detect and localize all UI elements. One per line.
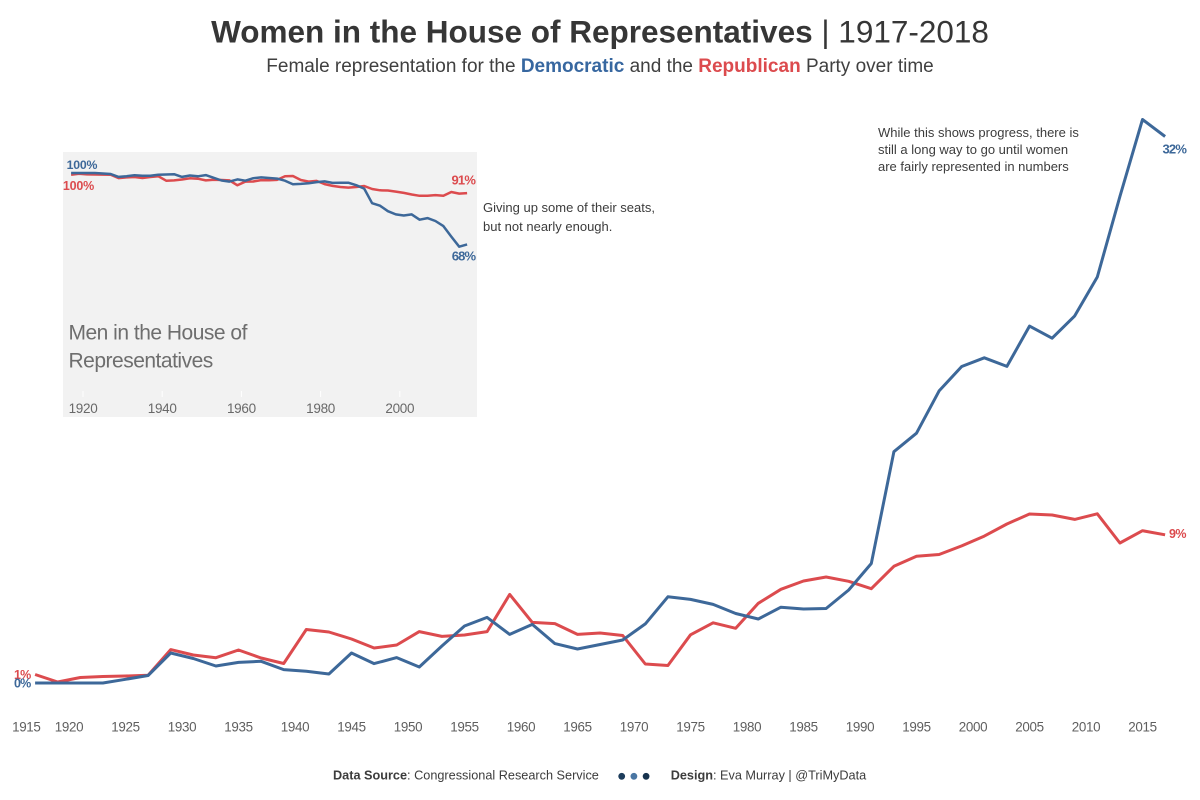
svg-text:2000: 2000 <box>959 719 987 734</box>
svg-text:2010: 2010 <box>1072 719 1100 734</box>
svg-text:but not nearly enough.: but not nearly enough. <box>483 219 612 234</box>
svg-text:68%: 68% <box>452 249 477 264</box>
svg-text:1920: 1920 <box>69 401 98 416</box>
svg-text:100%: 100% <box>63 179 94 193</box>
svg-text:1970: 1970 <box>620 719 648 734</box>
svg-text:2015: 2015 <box>1128 719 1156 734</box>
svg-text:1980: 1980 <box>306 401 335 416</box>
svg-text:1965: 1965 <box>563 719 591 734</box>
svg-text:1%: 1% <box>14 668 31 682</box>
svg-text:1945: 1945 <box>337 719 365 734</box>
svg-text:Men in the House of: Men in the House of <box>69 322 248 345</box>
svg-text:2000: 2000 <box>385 401 414 416</box>
svg-text:9%: 9% <box>1169 527 1186 541</box>
svg-text:1995: 1995 <box>902 719 930 734</box>
svg-text:Representatives: Representatives <box>69 350 213 373</box>
svg-text:1960: 1960 <box>227 401 256 416</box>
svg-text:1940: 1940 <box>148 401 177 416</box>
svg-text:100%: 100% <box>67 158 98 172</box>
svg-text:Female representation for the: Female representation for the Democratic… <box>266 56 933 77</box>
svg-text:Design: Eva Murray | @TriMyDat: Design: Eva Murray | @TriMyData <box>671 769 867 783</box>
svg-text:1975: 1975 <box>676 719 704 734</box>
svg-text:1985: 1985 <box>789 719 817 734</box>
svg-text:1940: 1940 <box>281 719 309 734</box>
svg-text:Data Source: Congressional Res: Data Source: Congressional Research Serv… <box>333 769 599 783</box>
svg-text:91%: 91% <box>452 173 477 188</box>
svg-text:1980: 1980 <box>733 719 761 734</box>
svg-text:1930: 1930 <box>168 719 196 734</box>
svg-text:0%: 0% <box>14 677 31 691</box>
svg-text:1955: 1955 <box>450 719 478 734</box>
svg-text:32%: 32% <box>1163 142 1188 157</box>
svg-text:Women in the House of Represen: Women in the House of Representatives | … <box>211 14 989 50</box>
svg-text:1920: 1920 <box>55 719 83 734</box>
svg-text:1935: 1935 <box>224 719 252 734</box>
svg-text:While this shows progress, the: While this shows progress, there is <box>878 125 1079 140</box>
svg-text:2005: 2005 <box>1015 719 1043 734</box>
svg-text:1950: 1950 <box>394 719 422 734</box>
svg-text:1990: 1990 <box>846 719 874 734</box>
svg-text:Giving up some of their seats,: Giving up some of their seats, <box>483 200 655 215</box>
svg-text:1960: 1960 <box>507 719 535 734</box>
svg-text:still a long way to go until w: still a long way to go until women <box>878 142 1068 157</box>
svg-text:are fairly represented in numb: are fairly represented in numbers <box>878 159 1069 174</box>
svg-text:1915: 1915 <box>12 719 40 734</box>
svg-text:1925: 1925 <box>111 719 139 734</box>
